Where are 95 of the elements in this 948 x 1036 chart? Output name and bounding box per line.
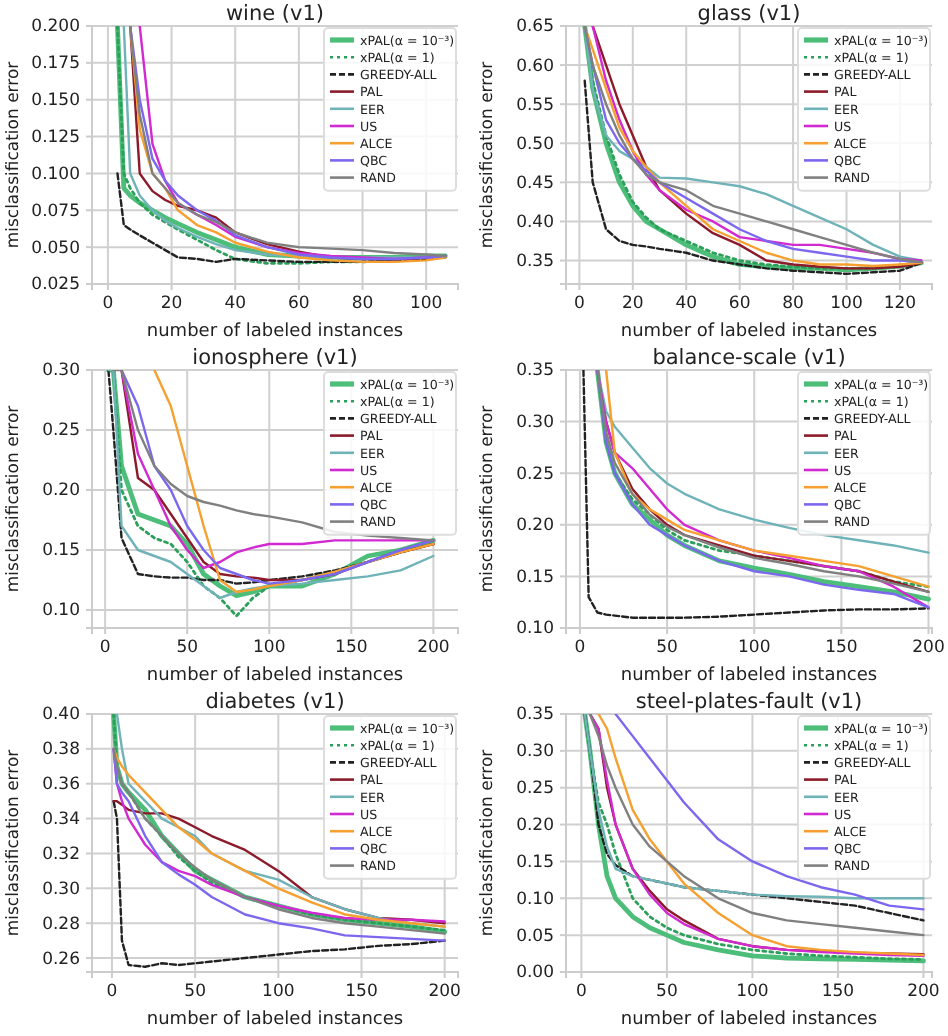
x-tick-label: 200	[417, 638, 450, 659]
y-tick-label: 0.35	[516, 251, 554, 272]
x-tick-label: 0	[99, 638, 111, 659]
x-tick-label: 100	[262, 982, 295, 1003]
y-tick-label: 0.25	[516, 464, 554, 485]
y-tick-label: 0.025	[31, 275, 80, 296]
x-tick-label: 200	[912, 638, 945, 659]
y-tick-label: 0.26	[42, 949, 80, 970]
y-tick-label: 0.150	[31, 91, 80, 112]
y-axis-title: misclassification error	[4, 404, 24, 593]
y-axis-title: misclassification error	[4, 60, 24, 249]
y-tick-label: 0.10	[516, 889, 554, 910]
x-tick-label: 150	[345, 982, 378, 1003]
y-tick-label: 0.36	[42, 775, 80, 796]
chart-title: diabetes (v1)	[205, 690, 345, 714]
x-tick-label: 100	[737, 638, 771, 659]
x-tick-label: 100	[830, 294, 863, 315]
x-tick-label: 80	[782, 294, 804, 315]
x-tick-label: 40	[224, 294, 247, 315]
y-tick-label: 0.100	[31, 164, 80, 185]
y-axis-title: misclassification error	[478, 60, 498, 249]
x-axis-title: number of labeled instances	[620, 1010, 878, 1030]
x-tick-label: 100	[409, 294, 443, 315]
x-tick-label: 100	[253, 638, 286, 659]
y-tick-label: 0.200	[31, 17, 80, 38]
x-tick-label: 80	[351, 294, 374, 315]
x-axis-title: number of labeled instances	[620, 322, 878, 342]
x-tick-label: 0	[106, 982, 118, 1003]
x-tick-label: 200	[907, 982, 940, 1003]
x-axis-title: number of labeled instances	[146, 1010, 404, 1030]
y-tick-label: 0.00	[516, 963, 554, 984]
y-tick-label: 0.15	[42, 541, 80, 562]
chart-title: wine (v1)	[225, 2, 325, 26]
y-tick-label: 0.40	[42, 705, 80, 726]
y-tick-label: 0.10	[42, 601, 80, 622]
y-tick-label: 0.25	[42, 421, 80, 442]
y-tick-label: 0.45	[516, 173, 554, 194]
x-axis-title: number of labeled instances	[620, 666, 878, 686]
x-tick-label: 0	[573, 294, 585, 315]
y-tick-label: 0.15	[516, 852, 554, 873]
chart-title: ionosphere (v1)	[192, 346, 358, 370]
x-tick-label: 60	[728, 294, 751, 315]
y-tick-label: 0.15	[516, 567, 554, 588]
y-tick-label: 0.65	[516, 17, 554, 38]
y-tick-label: 0.20	[516, 816, 554, 837]
x-axis-title: number of labeled instances	[146, 666, 404, 686]
y-tick-label: 0.05	[516, 926, 554, 947]
chart-title: glass (v1)	[697, 2, 801, 26]
x-tick-label: 0	[574, 638, 586, 659]
y-tick-label: 0.50	[516, 134, 554, 155]
x-tick-label: 50	[184, 982, 206, 1003]
y-tick-label: 0.35	[516, 705, 554, 726]
y-tick-label: 0.28	[42, 914, 80, 935]
y-tick-label: 0.34	[42, 810, 80, 831]
x-tick-label: 50	[656, 638, 678, 659]
x-axis-title: number of labeled instances	[146, 322, 404, 342]
x-tick-label: 50	[176, 638, 199, 659]
x-tick-label: 150	[825, 638, 858, 659]
x-tick-label: 20	[621, 294, 644, 315]
y-tick-label: 0.20	[516, 516, 554, 537]
y-tick-label: 0.30	[42, 879, 80, 900]
y-tick-label: 0.30	[516, 413, 554, 434]
y-tick-label: 0.35	[516, 361, 554, 382]
x-tick-label: 100	[736, 982, 769, 1003]
x-tick-label: 0	[102, 294, 114, 315]
x-tick-label: 40	[675, 294, 698, 315]
x-tick-label: 150	[821, 982, 855, 1003]
y-tick-label: 0.10	[516, 619, 554, 640]
y-axis-title: misclassification error	[478, 748, 498, 937]
chart-title: steel-plates-fault (v1)	[635, 690, 863, 714]
x-tick-label: 60	[288, 294, 310, 315]
y-axis-title: misclassification error	[478, 404, 498, 593]
y-tick-label: 0.125	[31, 128, 80, 149]
y-tick-label: 0.175	[31, 54, 80, 75]
y-tick-label: 0.40	[516, 212, 554, 233]
x-tick-label: 200	[428, 982, 461, 1003]
y-axis-title: misclassification error	[4, 748, 24, 937]
y-tick-label: 0.050	[31, 238, 80, 259]
y-tick-label: 0.55	[516, 95, 554, 116]
y-tick-label: 0.25	[516, 779, 554, 800]
y-tick-label: 0.075	[31, 201, 80, 222]
x-tick-label: 150	[335, 638, 368, 659]
line-series	[583, 79, 923, 276]
x-tick-label: 120	[883, 294, 917, 315]
y-tick-label: 0.32	[42, 844, 80, 865]
x-tick-label: 50	[656, 982, 678, 1003]
y-tick-label: 0.38	[42, 740, 80, 761]
y-tick-label: 0.30	[42, 361, 80, 382]
chart-title: balance-scale (v1)	[652, 346, 846, 370]
y-tick-label: 0.30	[516, 742, 554, 763]
y-tick-label: 0.20	[42, 481, 80, 502]
x-tick-label: 0	[575, 982, 587, 1003]
line-series	[596, 370, 930, 554]
x-tick-label: 20	[160, 294, 183, 315]
y-tick-label: 0.60	[516, 56, 554, 77]
